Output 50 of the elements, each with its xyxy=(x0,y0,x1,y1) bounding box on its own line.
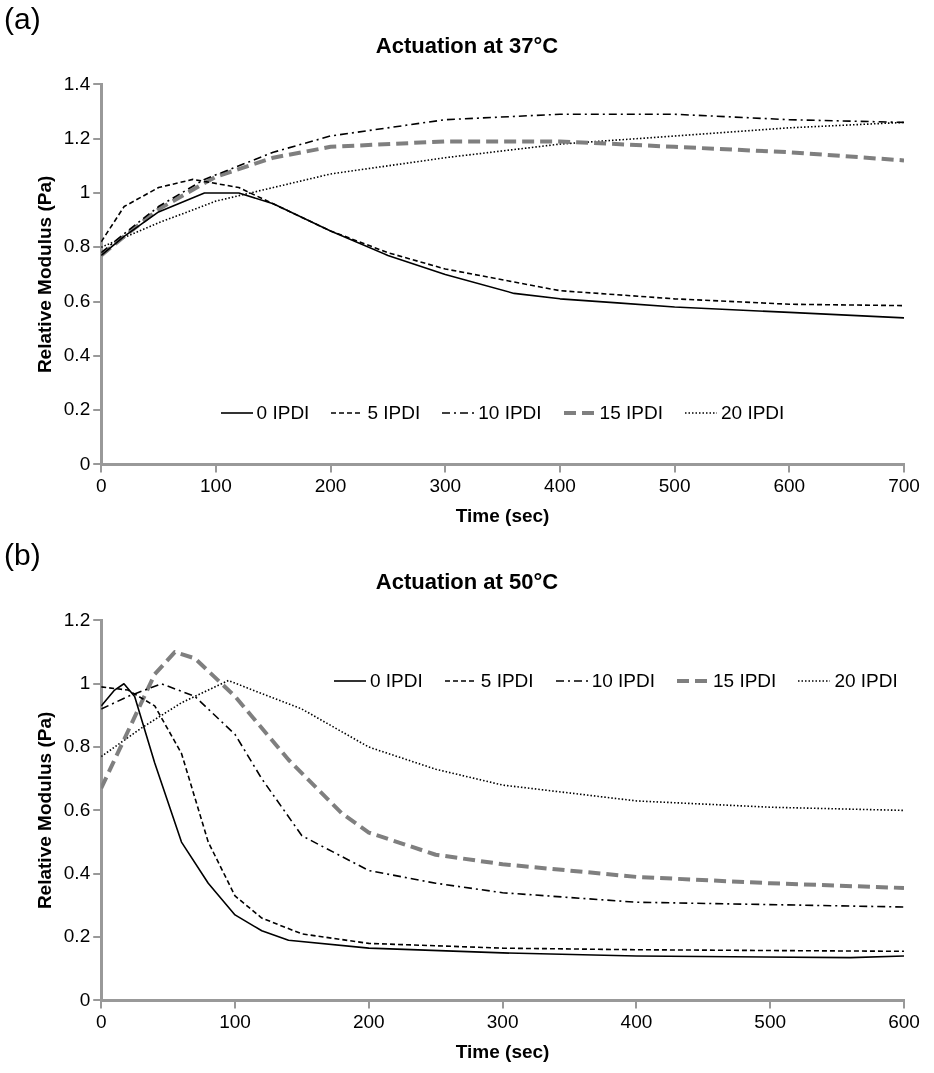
y-tick-label: 0.8 xyxy=(63,735,91,757)
x-tick-label: 0 xyxy=(95,475,107,497)
x-axis-title: Time (sec) xyxy=(455,504,550,526)
legend-label: 20 IPDI xyxy=(720,402,785,425)
y-tick-label: 0.6 xyxy=(63,798,91,820)
y-tick-label: 0.2 xyxy=(63,398,91,420)
line-series xyxy=(101,650,904,890)
x-tick-label: 100 xyxy=(200,475,232,497)
x-tick-label: 700 xyxy=(888,475,920,497)
y-tick-label: 0 xyxy=(79,988,91,1010)
x-tick-label: 400 xyxy=(620,1011,653,1033)
chart-title: Actuation at 37°C xyxy=(375,33,559,59)
text: (a) xyxy=(4,2,41,36)
y-tick-label: 0.4 xyxy=(63,344,91,366)
legend-label: 0 IPDI xyxy=(370,670,423,693)
y-tick-label: 0 xyxy=(79,452,91,474)
x-tick-label: 600 xyxy=(888,1011,920,1033)
chart-title: Actuation at 50°C xyxy=(375,569,559,595)
legend-label: 10 IPDI xyxy=(591,670,655,693)
y-tick-label: 1 xyxy=(79,671,91,693)
x-tick-label: 300 xyxy=(429,475,462,497)
legend-label: 0 IPDI xyxy=(256,402,310,425)
x-axis-title: Time (sec) xyxy=(455,1040,550,1062)
x-tick-label: 400 xyxy=(544,475,576,497)
legend-label: 15 IPDI xyxy=(713,670,777,693)
y-tick-label: 0.8 xyxy=(63,235,91,257)
x-tick-label: 100 xyxy=(219,1011,251,1033)
y-tick-label: 0.4 xyxy=(63,861,91,883)
y-tick-label: 1 xyxy=(79,181,91,203)
line-series xyxy=(101,139,904,258)
y-axis-title: Relative Modulus (Pa) xyxy=(33,175,55,374)
legend-label: 10 IPDI xyxy=(478,402,542,425)
y-tick-label: 1.4 xyxy=(63,72,91,94)
y-tick-label: 0.2 xyxy=(63,925,91,947)
x-tick-label: 600 xyxy=(773,475,806,497)
x-tick-label: 200 xyxy=(352,1011,385,1033)
x-tick-label: 0 xyxy=(95,1011,107,1033)
x-tick-label: 300 xyxy=(486,1011,519,1033)
legend-label: 5 IPDI xyxy=(480,670,534,693)
y-tick-label: 0.6 xyxy=(63,289,91,311)
legend-label: 5 IPDI xyxy=(367,402,421,425)
y-axis-title: Relative Modulus (Pa) xyxy=(33,711,55,910)
y-tick-label: 1.2 xyxy=(63,608,91,630)
x-tick-label: 500 xyxy=(754,1011,787,1033)
legend-label: 15 IPDI xyxy=(599,402,663,425)
legend-label: 20 IPDI xyxy=(834,670,898,693)
text: (b) xyxy=(4,538,41,572)
y-tick-label: 1.2 xyxy=(63,126,91,148)
x-tick-label: 200 xyxy=(314,475,347,497)
x-tick-label: 500 xyxy=(658,475,691,497)
